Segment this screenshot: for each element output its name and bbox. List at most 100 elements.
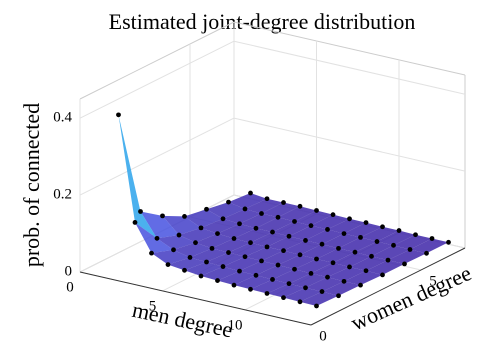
data-point — [171, 247, 176, 253]
data-point — [380, 224, 385, 230]
surface-patch — [250, 279, 289, 294]
data-point — [297, 203, 303, 209]
surface-patch — [338, 237, 377, 253]
data-point — [259, 258, 264, 264]
data-point — [116, 112, 121, 118]
data-point — [363, 268, 369, 274]
data-point — [132, 220, 138, 225]
data-point — [237, 268, 242, 274]
z-tick-label: 0.2 — [53, 187, 72, 203]
data-point — [187, 255, 193, 260]
x-tick-label: 5 — [149, 298, 157, 314]
y-tick-label: 0 — [319, 328, 327, 344]
grid-line — [79, 40, 235, 119]
data-point — [352, 249, 358, 255]
surface-patch — [162, 215, 201, 236]
surface-patch — [261, 250, 300, 266]
grid-line — [233, 40, 466, 95]
data-point — [160, 213, 165, 219]
data-point — [209, 245, 215, 251]
surface-patch — [256, 265, 295, 280]
surface-patch — [300, 244, 339, 259]
data-point — [242, 206, 248, 212]
surface-patch — [157, 235, 196, 250]
axis-edge — [79, 21, 235, 100]
data-point — [204, 206, 209, 212]
data-point — [248, 240, 253, 246]
surface-patch — [327, 266, 366, 282]
surface-patch — [250, 232, 289, 247]
surface-patch — [206, 252, 245, 267]
surface-patch — [322, 233, 361, 249]
data-point — [182, 214, 187, 219]
surface-patch — [289, 225, 328, 241]
z-axis-label: prob. of connected — [19, 103, 44, 267]
data-point — [248, 190, 253, 196]
data-point — [369, 253, 374, 259]
surface-patch — [344, 270, 383, 286]
surface-patch — [239, 260, 278, 276]
data-point — [385, 257, 391, 263]
data-point — [396, 228, 402, 233]
data-point — [281, 248, 286, 254]
surface-patch — [239, 213, 278, 229]
data-point — [374, 239, 380, 244]
data-point — [275, 214, 281, 220]
surface-patch — [217, 223, 256, 239]
data-point — [358, 282, 363, 288]
surface-patch — [388, 249, 427, 264]
data-point — [220, 216, 226, 222]
data-point — [281, 200, 286, 205]
surface-patch — [140, 211, 179, 239]
data-point — [264, 291, 270, 296]
y-tick-label: 5 — [429, 273, 437, 289]
surface-patch — [294, 258, 333, 274]
surface-patch — [118, 114, 157, 239]
data-point — [319, 289, 325, 294]
data-point — [314, 208, 319, 213]
data-point — [330, 260, 336, 266]
surface-patch — [195, 233, 234, 249]
data-point — [154, 235, 160, 241]
surface-patch — [190, 248, 229, 263]
surface-patch — [278, 254, 317, 270]
data-point — [204, 259, 209, 265]
surface-patch — [267, 236, 306, 251]
surface-patch — [305, 229, 344, 245]
data-point — [182, 267, 187, 273]
data-point — [138, 209, 143, 214]
data-point — [402, 261, 407, 267]
data-point — [303, 285, 308, 291]
data-point — [286, 233, 292, 239]
surface-patch — [377, 230, 416, 246]
data-point — [259, 211, 264, 216]
data-point — [297, 252, 303, 258]
data-point — [363, 220, 369, 225]
surface-patch — [278, 206, 317, 222]
data-point — [413, 232, 418, 238]
surface-patch — [135, 222, 174, 254]
surface-patch — [223, 208, 262, 224]
data-point — [336, 245, 341, 251]
data-point — [237, 221, 242, 227]
data-point — [303, 238, 308, 243]
data-point — [341, 278, 347, 284]
data-point — [193, 240, 198, 246]
data-point — [314, 256, 319, 262]
axis-line — [79, 271, 312, 326]
surface-patch — [212, 238, 251, 253]
surface-patch — [234, 228, 273, 243]
surface-patch — [283, 240, 322, 255]
data-point — [253, 272, 259, 278]
data-point — [336, 293, 341, 299]
data-point — [292, 266, 297, 272]
data-point — [275, 262, 281, 268]
surface-patch — [217, 271, 256, 286]
surface-patch — [344, 222, 383, 238]
data-point — [176, 232, 182, 238]
data-point — [358, 234, 363, 240]
surface-patch — [371, 245, 410, 261]
surface-patch — [294, 210, 333, 226]
surface-patch — [300, 291, 339, 306]
